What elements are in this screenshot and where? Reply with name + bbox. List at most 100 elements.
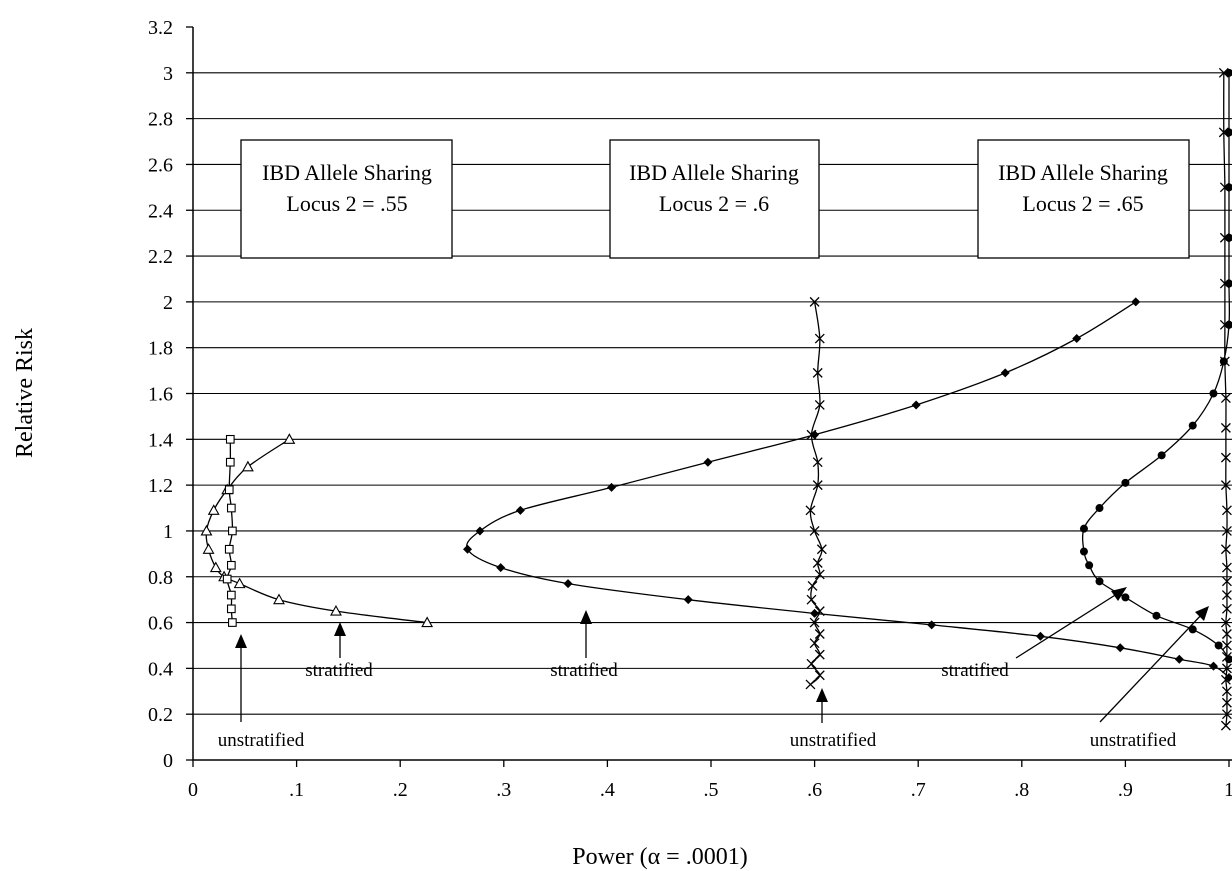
- y-tick-label-2: 0.4: [148, 658, 173, 680]
- x-tick-label-4: .4: [600, 779, 615, 801]
- series-4-point-2: [814, 670, 825, 681]
- series-3-point-15: [703, 457, 713, 467]
- series-4-point-13: [816, 544, 827, 555]
- series-5-point-14: [1209, 389, 1218, 398]
- x-tick-labels: 0 .1 .2 .3 .4 .5 .6 .7 .8 .9 1: [188, 760, 1232, 801]
- x-tick-label-7: .7: [911, 779, 926, 801]
- series-6-point-27: [1218, 127, 1229, 138]
- series-4-point-21: [814, 333, 825, 344]
- series-4-point-19: [814, 399, 825, 410]
- legend-box-3-line2: Locus 2 = .65: [1022, 191, 1143, 216]
- series-6-point-17: [1221, 505, 1232, 516]
- series-6-point-23: [1219, 319, 1230, 330]
- series-3-point-16: [810, 430, 820, 440]
- series-6-line: [1223, 72, 1228, 726]
- y-tick-label-8: 1.6: [148, 384, 173, 406]
- legend-box-3-frame: [977, 139, 1190, 259]
- annotation-6: unstratified: [1090, 730, 1177, 751]
- series-4-point-18: [806, 429, 817, 440]
- y-tick-label-1: 0.2: [148, 704, 173, 726]
- series-6-point-28: [1218, 67, 1229, 78]
- annotations: unstratified stratified stratified unstr…: [218, 587, 1209, 751]
- legend-box-1-frame: [240, 139, 453, 259]
- series-2-point-7: [228, 526, 237, 536]
- legend-box-3-line1: IBD Allele Sharing: [998, 160, 1168, 185]
- annotation-4: unstratified: [790, 730, 877, 751]
- series-2-point-10: [225, 457, 235, 467]
- series-2-point-8: [226, 503, 236, 513]
- series-1-point-1: [421, 616, 434, 628]
- series-1-point-7: [202, 543, 215, 554]
- arrow-2-head: [334, 622, 346, 636]
- series-6-point-14: [1221, 562, 1232, 573]
- series-6-point-12: [1221, 590, 1232, 601]
- y-tick-label-9: 1.8: [148, 338, 173, 360]
- series-5-point-10: [1095, 504, 1104, 513]
- y-tick-label-4: 0.8: [148, 567, 173, 589]
- series-3-point-8: [683, 595, 693, 605]
- series-6-point-7: [1221, 651, 1232, 662]
- series-1-point-8: [200, 524, 213, 536]
- series-1-point-6: [209, 561, 222, 573]
- annotation-5: stratified: [941, 660, 1009, 681]
- series-3-point-2: [1208, 661, 1218, 671]
- y-tick-label-3: 0.6: [148, 613, 173, 635]
- series-4-point-6: [814, 629, 825, 639]
- y-tick-label-15: 3: [163, 63, 173, 85]
- series-3-point-3: [1174, 654, 1184, 664]
- series-6-point-9: [1221, 629, 1232, 639]
- series-6-point-22: [1219, 356, 1230, 367]
- legend-box-1-line2: Locus 2 = .55: [286, 191, 407, 216]
- series-5-point-3: [1188, 625, 1197, 634]
- series-1-point-2: [330, 604, 342, 616]
- arrow-5-shaft: [1015, 591, 1121, 659]
- y-tick-label-16: 3.2: [148, 17, 173, 39]
- arrow-3-head: [580, 610, 592, 624]
- legend-box-1: IBD Allele Sharing Locus 2 = .55: [240, 139, 453, 259]
- arrow-6-shaft: [1099, 611, 1205, 723]
- series-2-point-4: [222, 574, 232, 584]
- series-5-point-13: [1188, 421, 1197, 430]
- series-3-point-13: [515, 505, 525, 515]
- x-tick-label-5: .5: [704, 779, 719, 801]
- legend-box-2-line2: Locus 2 = .6: [659, 191, 769, 216]
- series-2-point-9: [224, 485, 234, 495]
- series-4-point-12: [812, 558, 823, 568]
- series-4-point-10: [807, 580, 818, 591]
- arrow-1-head: [235, 634, 247, 648]
- series-3-point-6: [927, 620, 937, 630]
- series-5-point-11: [1121, 478, 1130, 487]
- series-4-point-4: [814, 649, 825, 660]
- legend-box-2-line1: IBD Allele Sharing: [629, 160, 799, 185]
- series-2-point-11: [225, 434, 235, 444]
- series-4-point-3: [806, 658, 817, 669]
- series-4-point-15: [805, 505, 816, 516]
- series-6-point-19: [1220, 452, 1231, 463]
- series-markers: [200, 67, 1232, 731]
- legend-box-3: IBD Allele Sharing Locus 2 = .65: [977, 139, 1190, 259]
- series-6-point-18: [1220, 480, 1231, 491]
- series-1-point-3: [273, 593, 285, 605]
- series-3-point-20: [1131, 297, 1141, 307]
- series-1-point-9: [207, 504, 220, 515]
- legend-box-1-line1: IBD Allele Sharing: [262, 160, 432, 185]
- series-6-point-13: [1221, 576, 1232, 587]
- legend-box-2-frame: [609, 139, 820, 259]
- annotation-3: stratified: [550, 660, 618, 681]
- legend-box-2: IBD Allele Sharing Locus 2 = .6: [609, 139, 820, 259]
- series-6-point-26: [1219, 182, 1230, 193]
- series-4-point-20: [812, 367, 823, 378]
- series-5-point-7: [1085, 561, 1094, 570]
- series-5-point-5: [1121, 593, 1130, 602]
- series-3-point-14: [607, 482, 617, 492]
- series-3-point-17: [911, 400, 921, 410]
- series-3-point-9: [563, 579, 573, 589]
- series-5-point-9: [1079, 524, 1088, 533]
- series-6-point-10: [1220, 617, 1231, 628]
- series-6-point-2: [1221, 709, 1232, 720]
- series-5-point-21: [1225, 68, 1232, 77]
- series-6-point-25: [1219, 232, 1230, 243]
- series-6-point-8: [1221, 640, 1232, 651]
- y-tick-label-12: 2.4: [148, 200, 173, 222]
- series-5-point-4: [1152, 611, 1161, 620]
